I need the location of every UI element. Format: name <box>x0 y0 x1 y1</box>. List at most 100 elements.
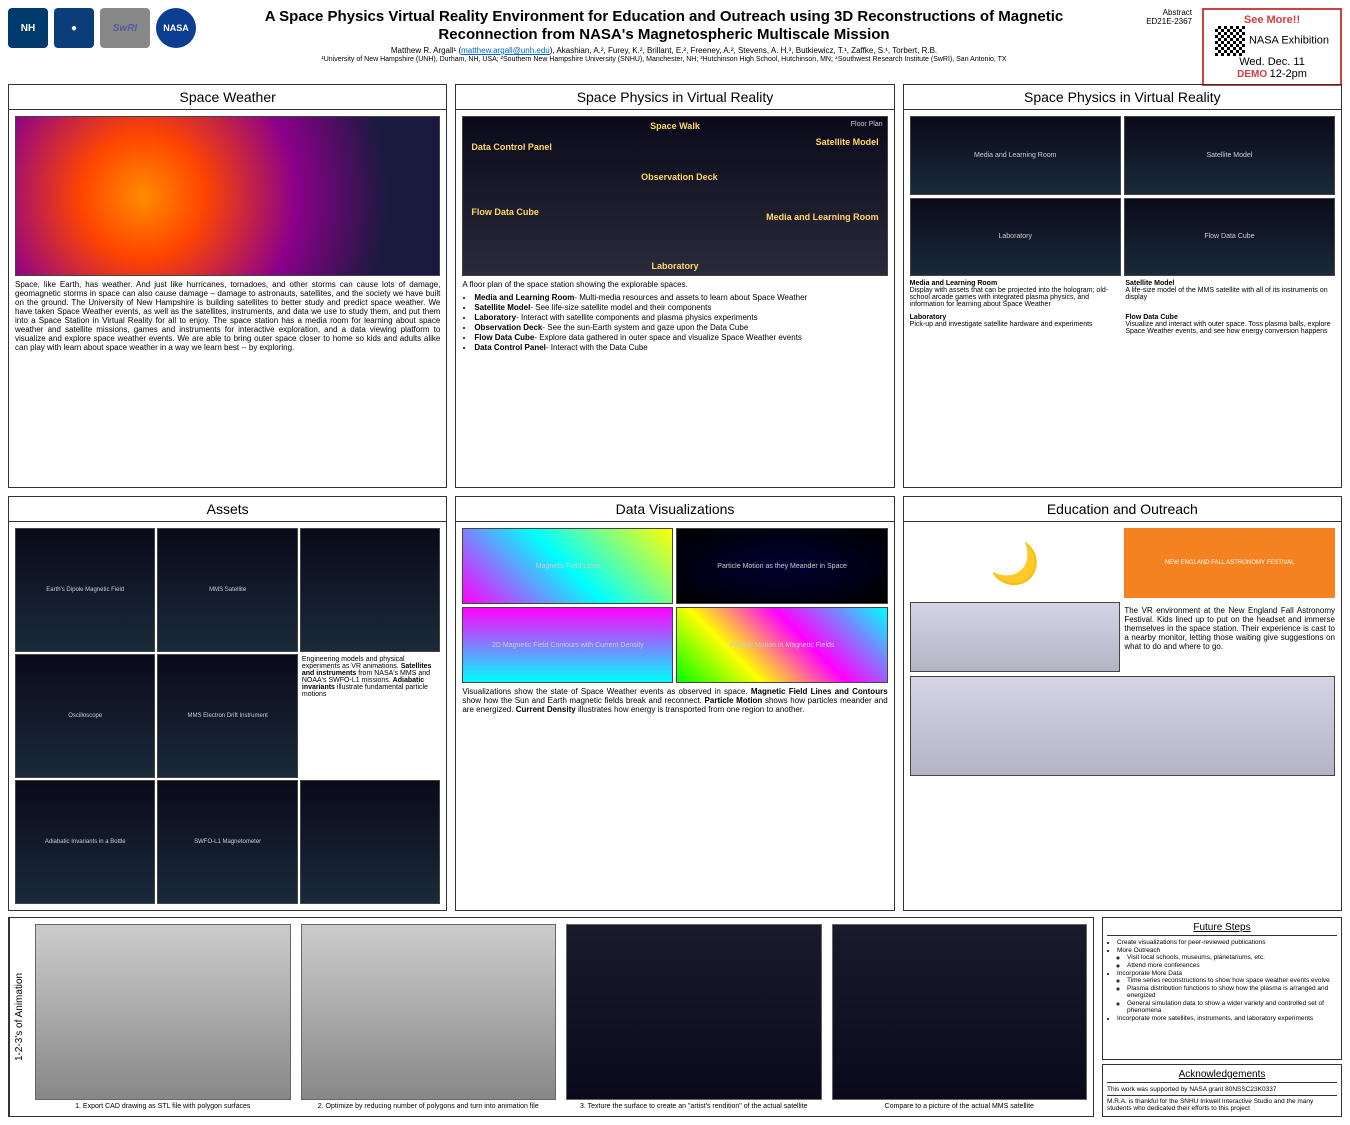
anim-image <box>35 924 291 1100</box>
future-title: Future Steps <box>1107 922 1337 936</box>
floorplan-bullets: Media and Learning Room- Multi-media res… <box>462 293 887 353</box>
ack-line: M.R.A. is thankful for the SNHU Inkwell … <box>1107 1098 1337 1112</box>
floorplan-image: Space Walk Data Control Panel Satellite … <box>462 116 887 276</box>
asset-tile <box>300 528 440 652</box>
viz-tile: Particle Motion as they Meander in Space <box>676 528 887 604</box>
label-obsdeck: Observation Deck <box>641 172 718 182</box>
room-tile: Flow Data Cube <box>1124 198 1335 277</box>
right-column: Future Steps Create visualizations for p… <box>1102 917 1342 1117</box>
demo-label: DEMO <box>1237 69 1267 80</box>
anim-image <box>301 924 557 1100</box>
panel-dataviz: Data Visualizations Magnetic Field Lines… <box>455 496 894 911</box>
asset-tile: SWFO-L1 Magnetometer <box>157 780 297 904</box>
floorplan-caption: Floor Plan <box>851 121 883 128</box>
anim-step: Compare to a picture of the actual MMS s… <box>832 924 1088 1110</box>
label-spacewalk: Space Walk <box>650 121 700 131</box>
header: NH ● SwRI A Space Physics Virtual Realit… <box>8 8 1342 78</box>
future-steps-panel: Future Steps Create visualizations for p… <box>1102 917 1342 1060</box>
event-date: Wed. Dec. 11 <box>1208 56 1336 68</box>
panel-vr-rooms: Space Physics in Virtual Reality Media a… <box>903 84 1342 488</box>
authors: Matthew R. Argall¹ (matthew.argall@unh.e… <box>216 46 1112 55</box>
room-desc: Media and Learning RoomDisplay with asse… <box>910 280 1120 308</box>
label-lab: Laboratory <box>651 261 698 271</box>
outreach-top: 🌙 NEW ENGLAND FALL ASTRONOMY FESTIVAL <box>910 528 1335 598</box>
room-desc: Satellite ModelA life-size model of the … <box>1125 280 1335 308</box>
floorplan-bullet: Media and Learning Room- Multi-media res… <box>474 293 887 302</box>
panel-title: Space Weather <box>9 85 446 110</box>
label-datacontrol: Data Control Panel <box>471 142 552 152</box>
anim-image <box>566 924 822 1100</box>
label-flowcube: Flow Data Cube <box>471 207 539 217</box>
asset-grid: Earth's Dipole Magnetic FieldMMS Satelli… <box>15 528 440 904</box>
room-tile: Laboratory <box>910 198 1121 277</box>
animation-items: 1. Export CAD drawing as STL file with p… <box>29 918 1093 1116</box>
festival-logo: NEW ENGLAND FALL ASTRONOMY FESTIVAL <box>1124 528 1335 598</box>
room-descriptions: Media and Learning RoomDisplay with asse… <box>910 280 1335 335</box>
panel-title: Data Visualizations <box>456 497 893 522</box>
floorplan-bullet: Observation Deck- See the sun-Earth syst… <box>474 323 887 332</box>
room-desc: LaboratoryPick-up and investigate satell… <box>910 314 1120 335</box>
shield-logo: ● <box>54 8 94 48</box>
panel-title: Space Physics in Virtual Reality <box>456 85 893 110</box>
future-bullet: Incorporate more satellites, instruments… <box>1117 1015 1337 1022</box>
anim-caption: 1. Export CAD drawing as STL file with p… <box>35 1103 291 1110</box>
future-bullet: More OutreachVisit local schools, museum… <box>1117 947 1337 969</box>
future-bullets: Create visualizations for peer-reviewed … <box>1107 939 1337 1022</box>
lead-author: Matthew R. Argall¹ <box>391 46 456 55</box>
sun-earth-image <box>15 116 440 276</box>
label-satmodel: Satellite Model <box>816 137 879 147</box>
asset-tile <box>300 780 440 904</box>
room-tile: Satellite Model <box>1124 116 1335 195</box>
qr-code-icon <box>1215 26 1245 56</box>
authors-rest: , Akashian, A.², Furey, K.², Brillant, E… <box>552 46 937 55</box>
title-block: A Space Physics Virtual Reality Environm… <box>206 8 1122 63</box>
future-bullet: Incorporate More DataTime series reconst… <box>1117 970 1337 1014</box>
room-grid: Media and Learning Room Satellite Model … <box>910 116 1335 276</box>
room-desc: Flow Data CubeVisualize and interact wit… <box>1125 314 1335 335</box>
anim-step: 1. Export CAD drawing as STL file with p… <box>35 924 291 1110</box>
swri-logo: SwRI <box>100 8 150 48</box>
room-tile: Media and Learning Room <box>910 116 1121 195</box>
panel-title: Education and Outreach <box>904 497 1341 522</box>
logo-row: NH ● SwRI <box>8 8 196 48</box>
anim-caption: 2. Optimize by reducing number of polygo… <box>301 1103 557 1110</box>
panel-space-weather: Space Weather Space, like Earth, has wea… <box>8 84 447 488</box>
asset-text: Engineering models and physical experime… <box>300 654 440 778</box>
floorplan-bullet: Laboratory- Interact with satellite comp… <box>474 313 887 322</box>
poster: NH ● SwRI A Space Physics Virtual Realit… <box>0 0 1350 1125</box>
outreach-text: The VR environment at the New England Fa… <box>1124 606 1335 668</box>
asset-tile: Adiabatic Invariants in a Bottle <box>15 780 155 904</box>
viz-grid: Magnetic Field Lines Particle Motion as … <box>462 528 887 683</box>
floorplan-bullet: Flow Data Cube- Explore data gathered in… <box>474 333 887 342</box>
panel-title: Assets <box>9 497 446 522</box>
event-name: NASA Exhibition <box>1249 34 1329 46</box>
space-weather-text: Space, like Earth, has weather. And just… <box>15 280 440 352</box>
abstract-number: ED21E-2367 <box>1146 17 1192 26</box>
floorplan-bullet: Data Control Panel- Interact with the Da… <box>474 343 887 352</box>
promo-box: See More!! NASA Exhibition Wed. Dec. 11 … <box>1202 8 1342 86</box>
viz-tile: Magnetic Field Lines <box>462 528 673 604</box>
dataviz-text: Visualizations show the state of Space W… <box>462 687 887 714</box>
unh-logo: NH <box>8 8 48 48</box>
asset-tile: Oscilloscope <box>15 654 155 778</box>
panel-assets: Assets Earth's Dipole Magnetic FieldMMS … <box>8 496 447 911</box>
panel-vr-floorplan: Space Physics in Virtual Reality Space W… <box>455 84 894 488</box>
asset-tile: MMS Satellite <box>157 528 297 652</box>
bottom-row: 1-2-3's of Animation 1. Export CAD drawi… <box>8 917 1342 1117</box>
abstract-id: Abstract ED21E-2367 <box>1132 8 1192 26</box>
ack-line: This work was supported by NASA grant 80… <box>1107 1086 1337 1096</box>
panel-title: Space Physics in Virtual Reality <box>904 85 1341 110</box>
outreach-photo <box>910 602 1121 672</box>
main-grid: Space Weather Space, like Earth, has wea… <box>8 84 1342 911</box>
anim-caption: 3. Texture the surface to create an "art… <box>566 1103 822 1110</box>
anim-step: 2. Optimize by reducing number of polygo… <box>301 924 557 1110</box>
future-bullet: Create visualizations for peer-reviewed … <box>1117 939 1337 946</box>
animation-strip: 1-2-3's of Animation 1. Export CAD drawi… <box>8 917 1094 1117</box>
viz-tile: 2D Magnetic Field Contours with Current … <box>462 607 673 683</box>
anim-step: 3. Texture the surface to create an "art… <box>566 924 822 1110</box>
abstract-label: Abstract <box>1163 8 1192 17</box>
anim-caption: Compare to a picture of the actual MMS s… <box>832 1103 1088 1110</box>
animation-label: 1-2-3's of Animation <box>9 918 29 1116</box>
asset-tile: Earth's Dipole Magnetic Field <box>15 528 155 652</box>
author-email[interactable]: matthew.argall@unh.edu <box>461 46 550 55</box>
